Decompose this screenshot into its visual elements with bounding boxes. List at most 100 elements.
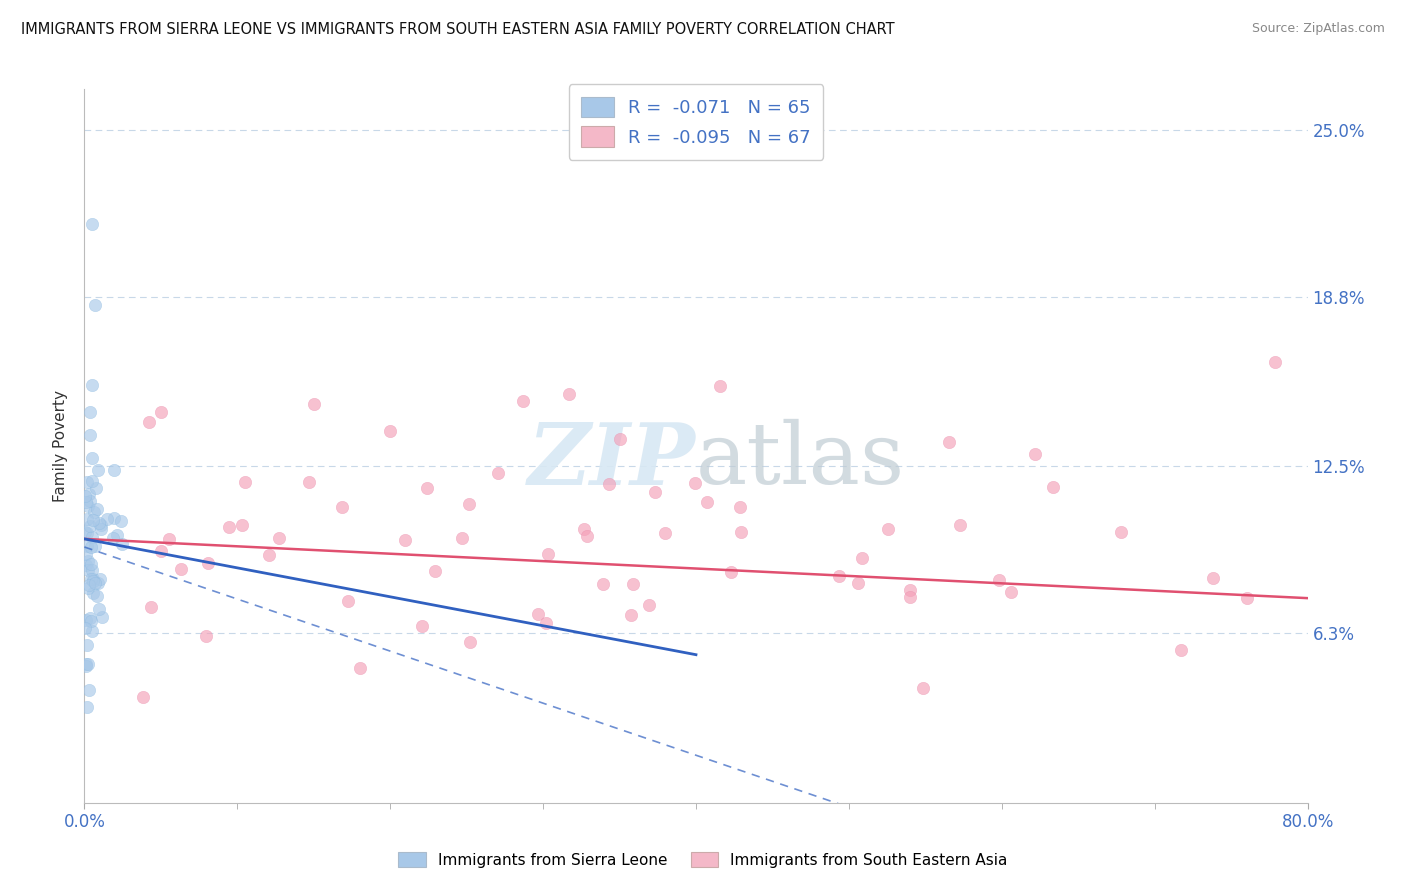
Point — [1202, 571, 1225, 585]
Point — [1236, 591, 1258, 605]
Point — [1000, 585, 1022, 599]
Point — [76, 539, 98, 553]
Point — [89, 572, 111, 586]
Point — [111, 537, 134, 551]
Y-axis label: Family Poverty: Family Poverty — [53, 390, 69, 502]
Point — [302, 397, 325, 411]
Point — [1024, 447, 1046, 461]
Point — [75, 495, 97, 509]
Point — [89, 516, 111, 530]
Point — [76, 638, 98, 652]
Point — [82, 586, 104, 600]
Point — [87, 576, 110, 591]
Point — [96, 512, 118, 526]
Point — [197, 556, 219, 570]
Point — [598, 477, 620, 491]
Point — [231, 518, 253, 533]
Point — [75, 621, 97, 635]
Point — [90, 517, 112, 532]
Point — [75, 613, 97, 627]
Point — [654, 525, 676, 540]
Point — [257, 548, 280, 562]
Point — [80, 451, 103, 466]
Point — [898, 582, 921, 597]
Point — [76, 563, 98, 577]
Point — [1109, 525, 1132, 540]
Point — [103, 510, 125, 524]
Point — [1264, 355, 1286, 369]
Point — [80, 217, 103, 231]
Point — [987, 573, 1010, 587]
Legend: Immigrants from Sierra Leone, Immigrants from South Eastern Asia: Immigrants from Sierra Leone, Immigrants… — [391, 844, 1015, 875]
Point — [75, 657, 97, 672]
Point — [851, 550, 873, 565]
Point — [536, 615, 558, 630]
Point — [80, 573, 103, 587]
Point — [76, 526, 98, 541]
Point — [75, 548, 97, 562]
Point — [575, 529, 598, 543]
Point — [1042, 480, 1064, 494]
Point — [269, 531, 291, 545]
Point — [621, 577, 644, 591]
Point — [912, 681, 935, 696]
Point — [75, 558, 97, 572]
Point — [82, 574, 104, 588]
Text: atlas: atlas — [696, 418, 905, 502]
Point — [132, 690, 155, 705]
Point — [194, 628, 217, 642]
Point — [83, 505, 105, 519]
Point — [411, 619, 433, 633]
Point — [105, 527, 128, 541]
Point — [138, 415, 160, 429]
Point — [846, 576, 869, 591]
Point — [110, 514, 132, 528]
Point — [77, 487, 100, 501]
Point — [103, 463, 125, 477]
Point — [828, 569, 851, 583]
Point — [77, 657, 100, 671]
Point — [149, 405, 172, 419]
Point — [79, 519, 101, 533]
Point — [380, 424, 402, 438]
Point — [90, 522, 112, 536]
Point — [457, 497, 479, 511]
Point — [76, 475, 98, 489]
Point — [330, 500, 353, 514]
Point — [77, 499, 100, 513]
Point — [537, 547, 560, 561]
Point — [103, 531, 125, 545]
Point — [80, 558, 103, 572]
Point — [84, 298, 107, 312]
Point — [80, 540, 103, 554]
Point — [79, 405, 101, 419]
Point — [349, 660, 371, 674]
Point — [609, 432, 631, 446]
Point — [139, 600, 162, 615]
Point — [486, 467, 509, 481]
Point — [80, 614, 103, 628]
Point — [79, 494, 101, 508]
Point — [79, 611, 101, 625]
Point — [77, 683, 100, 698]
Point — [336, 594, 359, 608]
Point — [685, 475, 707, 490]
Point — [82, 624, 104, 639]
Point — [720, 566, 742, 580]
Point — [87, 602, 110, 616]
Point — [80, 378, 103, 392]
Point — [84, 576, 107, 591]
Point — [592, 577, 614, 591]
Point — [728, 500, 751, 515]
Point — [91, 610, 114, 624]
Point — [77, 581, 100, 595]
Point — [218, 519, 240, 533]
Point — [298, 475, 321, 489]
Point — [84, 481, 107, 495]
Text: Source: ZipAtlas.com: Source: ZipAtlas.com — [1251, 22, 1385, 36]
Point — [86, 590, 108, 604]
Point — [75, 525, 97, 540]
Point — [644, 484, 666, 499]
Point — [527, 607, 550, 621]
Point — [76, 700, 98, 714]
